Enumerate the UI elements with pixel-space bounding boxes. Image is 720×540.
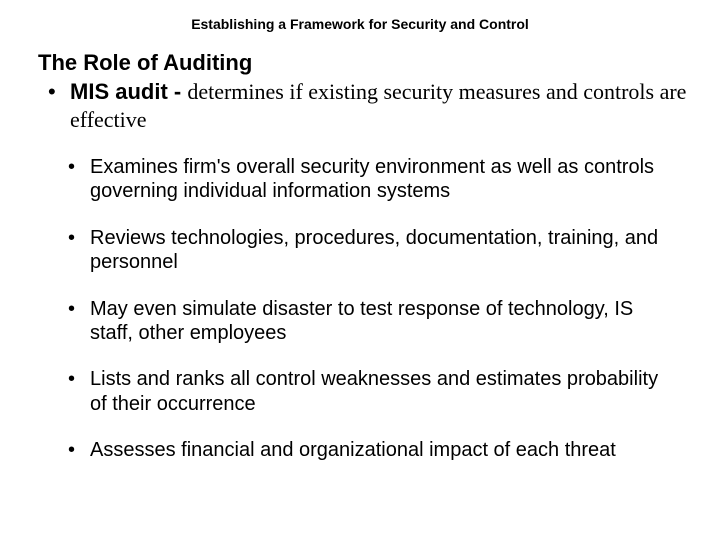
slide-title: The Role of Auditing: [38, 50, 690, 76]
bullet-glyph: •: [38, 78, 70, 106]
sub-bullet-list: • Examines firm's overall security envir…: [68, 155, 690, 463]
bullet-glyph: •: [68, 438, 90, 462]
bullet-glyph: •: [68, 226, 90, 250]
lead-term: MIS audit -: [70, 79, 187, 104]
slide-header: Establishing a Framework for Security an…: [30, 16, 690, 32]
slide: Establishing a Framework for Security an…: [0, 0, 720, 540]
bullet-glyph: •: [68, 155, 90, 179]
sub-bullet-item: • May even simulate disaster to test res…: [68, 297, 690, 346]
sub-bullet-text: Lists and ranks all control weaknesses a…: [90, 367, 690, 416]
sub-bullet-item: • Reviews technologies, procedures, docu…: [68, 226, 690, 275]
sub-bullet-text: May even simulate disaster to test respo…: [90, 297, 690, 346]
sub-bullet-item: • Examines firm's overall security envir…: [68, 155, 690, 204]
lead-bullet: • MIS audit - determines if existing sec…: [38, 78, 690, 133]
sub-bullet-text: Assesses financial and organizational im…: [90, 438, 690, 462]
sub-bullet-item: • Lists and ranks all control weaknesses…: [68, 367, 690, 416]
bullet-glyph: •: [68, 297, 90, 321]
lead-body: MIS audit - determines if existing secur…: [70, 78, 690, 133]
bullet-glyph: •: [68, 367, 90, 391]
sub-bullet-text: Examines firm's overall security environ…: [90, 155, 690, 204]
sub-bullet-item: • Assesses financial and organizational …: [68, 438, 690, 462]
sub-bullet-text: Reviews technologies, procedures, docume…: [90, 226, 690, 275]
